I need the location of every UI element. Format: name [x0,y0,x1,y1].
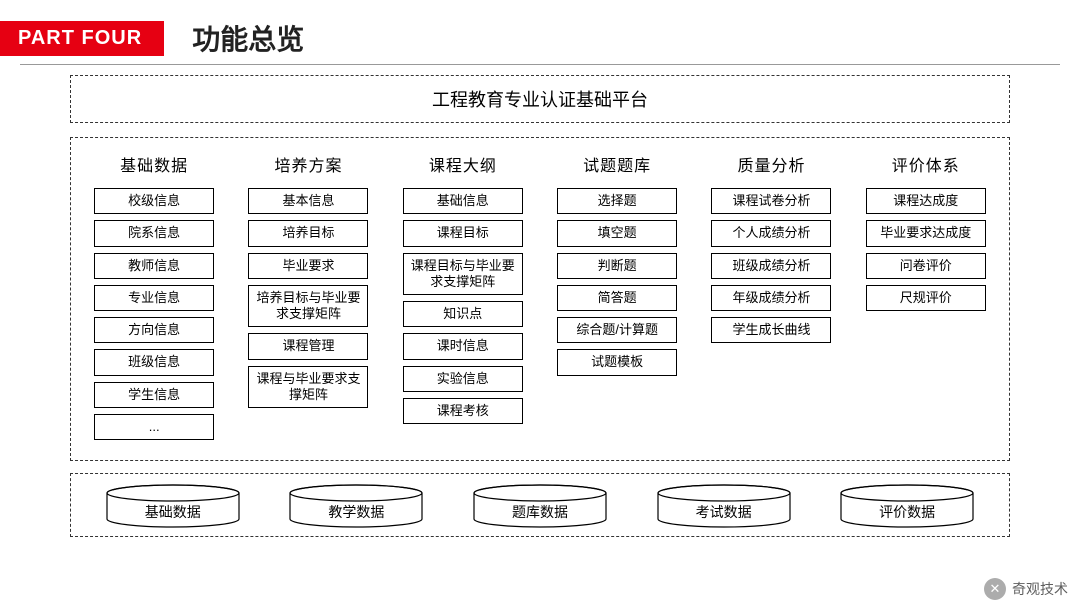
module-column: 培养方案基本信息培养目标毕业要求培养目标与毕业要求支撑矩阵课程管理课程与毕业要求… [235,152,381,446]
module-cell: 班级信息 [94,349,214,375]
column-header: 评价体系 [892,152,960,176]
module-cell: ... [94,414,214,440]
module-cell: 课程管理 [248,333,368,359]
datastore-label: 基础数据 [103,502,243,522]
module-cell: 专业信息 [94,285,214,311]
diagram: 工程教育专业认证基础平台 基础数据校级信息院系信息教师信息专业信息方向信息班级信… [70,75,1010,537]
module-cell: 课程目标 [403,220,523,246]
datastore-cylinder: 教学数据 [286,484,426,528]
module-cell: 选择题 [557,188,677,214]
column-header: 试题题库 [583,152,651,176]
platform-box: 工程教育专业认证基础平台 [70,75,1010,123]
modules-box: 基础数据校级信息院系信息教师信息专业信息方向信息班级信息学生信息...培养方案基… [70,137,1010,461]
module-cell: 毕业要求 [248,253,368,279]
datastore-cylinder: 基础数据 [103,484,243,528]
module-column: 课程大纲基础信息课程目标课程目标与毕业要求支撑矩阵知识点课时信息实验信息课程考核 [390,152,536,446]
module-cell: 课程达成度 [866,188,986,214]
module-cell: 毕业要求达成度 [866,220,986,246]
module-cell: 院系信息 [94,220,214,246]
watermark-text: 奇观技术 [1012,579,1068,599]
datastore-label: 考试数据 [654,502,794,522]
module-cell: 个人成绩分析 [711,220,831,246]
module-cell: 方向信息 [94,317,214,343]
module-cell: 课程目标与毕业要求支撑矩阵 [403,253,523,296]
module-cell: 培养目标与毕业要求支撑矩阵 [248,285,368,328]
module-cell: 学生成长曲线 [711,317,831,343]
slide-header: PART FOUR 功能总览 [20,0,1060,65]
module-column: 基础数据校级信息院系信息教师信息专业信息方向信息班级信息学生信息... [81,152,227,446]
column-header: 基础数据 [120,152,188,176]
module-cell: 综合题/计算题 [557,317,677,343]
datastore-label: 评价数据 [837,502,977,522]
module-cell: 年级成绩分析 [711,285,831,311]
module-cell: 填空题 [557,220,677,246]
datastore-cylinder: 题库数据 [470,484,610,528]
module-cell: 课时信息 [403,333,523,359]
module-cell: 基本信息 [248,188,368,214]
datastore-cylinder: 评价数据 [837,484,977,528]
module-cell: 学生信息 [94,382,214,408]
module-cell: 简答题 [557,285,677,311]
module-cell: 尺规评价 [866,285,986,311]
module-cell: 课程试卷分析 [711,188,831,214]
module-cell: 判断题 [557,253,677,279]
watermark-icon: ✕ [984,578,1006,600]
module-cell: 课程考核 [403,398,523,424]
part-badge: PART FOUR [0,21,164,56]
column-header: 课程大纲 [429,152,497,176]
datastore-cylinder: 考试数据 [654,484,794,528]
datastore-label: 题库数据 [470,502,610,522]
module-cell: 知识点 [403,301,523,327]
module-cell: 基础信息 [403,188,523,214]
module-column: 试题题库选择题填空题判断题简答题综合题/计算题试题模板 [544,152,690,446]
module-cell: 校级信息 [94,188,214,214]
module-cell: 试题模板 [557,349,677,375]
module-cell: 课程与毕业要求支撑矩阵 [248,366,368,409]
module-cell: 实验信息 [403,366,523,392]
column-header: 质量分析 [737,152,805,176]
module-cell: 班级成绩分析 [711,253,831,279]
datastores-box: 基础数据 教学数据 题库数据 考试数据 评价数据 [70,473,1010,537]
module-cell: 培养目标 [248,220,368,246]
module-column: 评价体系课程达成度毕业要求达成度问卷评价尺规评价 [853,152,999,446]
column-header: 培养方案 [274,152,342,176]
module-cell: 问卷评价 [866,253,986,279]
module-column: 质量分析课程试卷分析个人成绩分析班级成绩分析年级成绩分析学生成长曲线 [698,152,844,446]
datastore-label: 教学数据 [286,502,426,522]
module-cell: 教师信息 [94,253,214,279]
slide-title: 功能总览 [192,18,304,58]
watermark: ✕ 奇观技术 [984,578,1068,600]
